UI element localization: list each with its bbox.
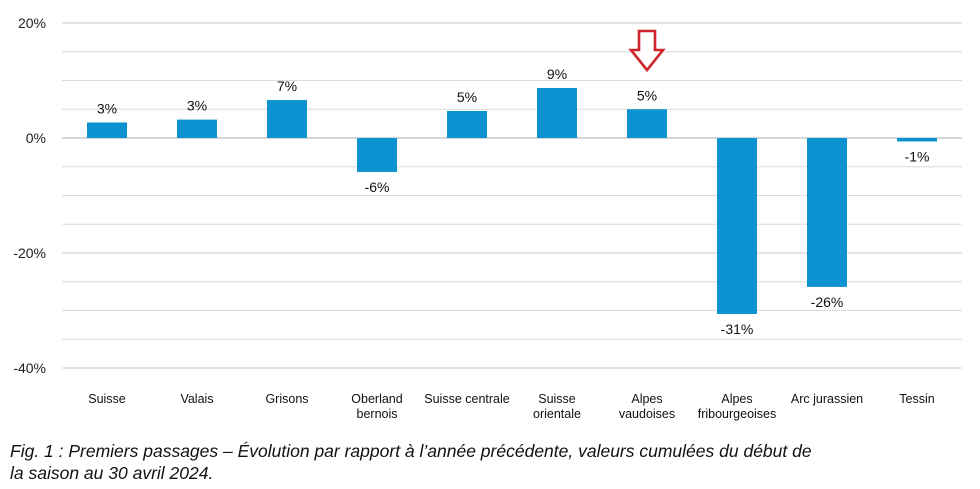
data-label: 3% [97,100,117,116]
caption-line-2: la saison au 30 avril 2024. [10,463,214,483]
x-tick-label: Tessin [899,392,934,406]
highlight-arrow-icon [628,29,666,73]
x-tick-label: Grisons [265,392,308,406]
bar [807,138,847,287]
bar [897,138,937,142]
figure-caption: Fig. 1 : Premiers passages – Évolution p… [10,440,910,484]
data-label: 3% [187,98,207,114]
data-label: 5% [637,87,657,103]
data-label: -1% [905,148,930,164]
data-label: -31% [721,321,754,337]
bar [447,110,487,138]
chart-container: 20% 0% -20% -40% 3% Suisse 3% Valais 7% Grisons -6… [13,15,962,421]
data-label: -6% [365,179,390,195]
y-tick-label: 0% [26,130,46,146]
x-tick-label: Arc jurassien [791,392,863,406]
data-label: -26% [811,294,844,310]
bar [87,122,127,138]
bar [267,100,307,138]
x-tick-label: Suisse [88,392,126,406]
y-tick-label: -40% [13,360,46,376]
caption-line-1: Fig. 1 : Premiers passages – Évolution p… [10,441,812,461]
x-tick-label: Oberland bernois [351,392,402,421]
x-tick-label: Suisse orientale [533,392,581,421]
bar-chart: 20% 0% -20% -40% 3% Suisse 3% Valais 7% Grisons -6… [13,15,962,421]
x-tick-label: Alpes fribourgeoises [698,392,777,421]
bar [717,138,757,314]
data-label: 7% [277,78,297,94]
x-tick-label: Alpes vaudoises [619,392,675,421]
x-tick-label: Suisse centrale [424,392,510,406]
bar [627,109,667,138]
y-tick-label: 20% [18,15,46,31]
bar [357,138,397,172]
data-label: 5% [457,89,477,105]
data-label: 9% [547,66,567,82]
x-tick-label: Valais [180,392,213,406]
bar [537,87,577,138]
bar [177,119,217,138]
y-tick-label: -20% [13,245,46,261]
